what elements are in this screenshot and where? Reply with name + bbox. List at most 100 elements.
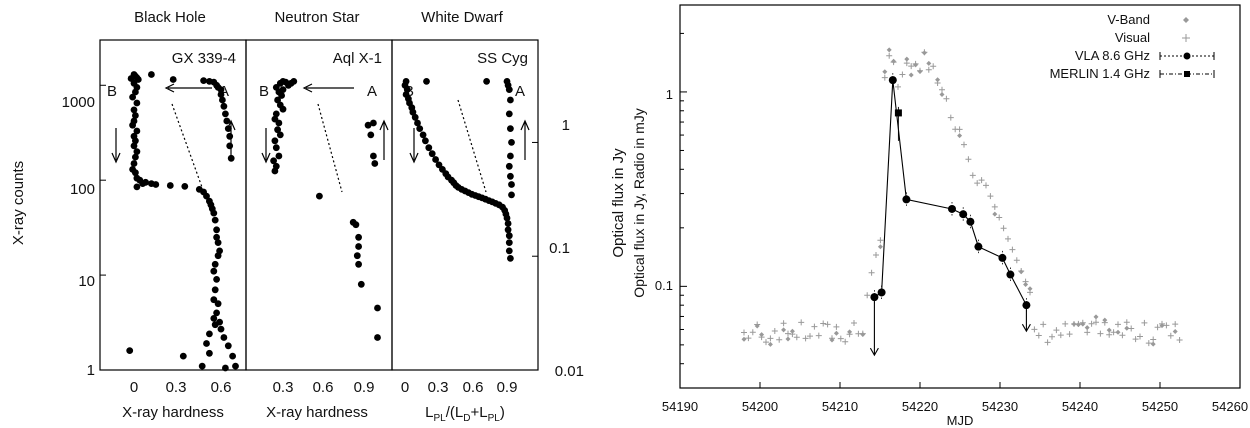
visual-point <box>925 66 932 73</box>
upper-limit-arrowhead <box>869 347 879 357</box>
arrowhead <box>164 83 175 93</box>
v-band-point <box>1115 329 1121 335</box>
hid-data-point <box>206 349 213 357</box>
hid-data-point <box>213 309 221 317</box>
dotted-guide <box>171 103 204 191</box>
optical-points <box>741 47 1183 347</box>
hid-data-point <box>274 126 281 134</box>
visual-point <box>1172 321 1179 328</box>
v-band-point <box>1150 341 1156 347</box>
visual-point <box>965 156 972 163</box>
hid-data-point <box>222 364 229 372</box>
hid-data-point <box>133 148 141 156</box>
visual-point <box>983 182 989 189</box>
hid-data-point <box>355 233 362 241</box>
hid-data-point <box>132 153 139 161</box>
v-band-point <box>829 337 835 343</box>
y-tick-label: 0.1 <box>655 278 673 293</box>
v-band-point <box>992 211 998 217</box>
v-band-point <box>1023 281 1029 287</box>
v-band-point <box>1106 327 1112 333</box>
hid-data-point <box>428 150 436 158</box>
v-band-point <box>877 244 883 250</box>
v-band-point <box>1018 269 1024 275</box>
hid-data-point <box>227 154 235 162</box>
hid-data-point <box>179 352 187 360</box>
visual-point <box>820 320 827 327</box>
visual-point <box>873 251 879 258</box>
state-label-a: A <box>515 83 525 100</box>
hid-data-point <box>211 260 219 268</box>
visual-point <box>1097 330 1104 337</box>
x-tick-label: 54190 <box>662 399 698 414</box>
y-tick-label: 10 <box>78 273 95 290</box>
hid-data-point <box>271 167 279 175</box>
y-ticks-right: 1 0.1 0.01 <box>549 117 584 380</box>
visual-point <box>1137 333 1143 340</box>
hid-data-point <box>130 142 138 150</box>
hid-data-point <box>370 152 377 160</box>
hid-data-point <box>139 180 147 188</box>
hid-data-point <box>132 137 139 145</box>
visual-point <box>1176 337 1183 344</box>
legend-marker-visual <box>1182 34 1190 42</box>
hid-data-point <box>200 77 208 84</box>
visual-point <box>947 114 954 121</box>
visual-point <box>1132 336 1139 343</box>
v-band-point <box>833 330 839 336</box>
visual-point <box>974 180 981 187</box>
visual-point <box>1057 332 1064 339</box>
upper-limit-arrowhead <box>1021 323 1031 333</box>
hid-data-point <box>275 152 283 160</box>
label-part: L <box>425 404 433 421</box>
hid-data-point <box>504 220 512 227</box>
y-ticks-left: 1000 100 10 1 <box>62 94 95 379</box>
hid-data-point <box>132 169 139 177</box>
hid-data-point <box>198 362 206 370</box>
visual-point <box>837 335 844 342</box>
v-band-point <box>921 50 927 56</box>
x-tick-label: 0 <box>401 379 409 396</box>
source-label: Aql X-1 <box>333 50 382 67</box>
source-label: GX 339-4 <box>172 50 236 67</box>
hid-data-point <box>211 216 219 224</box>
visual-point <box>1031 326 1038 333</box>
state-label-b: B <box>107 83 117 100</box>
hid-data-point <box>220 334 228 341</box>
visual-point <box>1115 321 1121 328</box>
hid-data-point <box>148 71 155 78</box>
hid-data-point <box>503 214 511 222</box>
hid-data-point <box>274 96 281 104</box>
hid-data-point <box>203 340 210 347</box>
lightcurve-frame <box>679 4 1241 389</box>
hid-data-point <box>507 125 514 132</box>
visual-point <box>811 323 818 330</box>
visual-point <box>943 95 950 102</box>
hid-data-point <box>364 121 372 129</box>
x-tick-label: 0.3 <box>273 379 294 396</box>
hid-tick-marks <box>100 84 538 371</box>
x-tick-label: 54240 <box>1062 399 1098 414</box>
lightcurve-chart: Optical flux in Jy Optical flux in Jy, R… <box>610 4 1248 428</box>
visual-point <box>991 203 998 210</box>
hid-data-point <box>508 191 515 199</box>
legend-label-merlin: MERLIN 1.4 GHz <box>1050 66 1150 81</box>
hid-data-point <box>169 76 177 83</box>
visual-point <box>978 177 985 184</box>
visual-point <box>1044 339 1051 346</box>
hid-data-point <box>409 108 417 116</box>
visual-point <box>899 71 906 78</box>
arrowhead <box>302 83 313 93</box>
visual-point <box>1119 332 1126 339</box>
x-axis-label: MJD <box>947 413 974 428</box>
arrowhead <box>520 119 530 131</box>
hid-data-point <box>130 160 138 167</box>
visual-point <box>868 269 875 276</box>
v-band-point <box>1124 325 1130 331</box>
hid-data-point <box>232 362 239 370</box>
visual-point <box>1084 329 1091 336</box>
hid-data-point <box>152 181 160 188</box>
hid-data-point <box>272 110 280 118</box>
hid-data-point <box>370 119 377 127</box>
